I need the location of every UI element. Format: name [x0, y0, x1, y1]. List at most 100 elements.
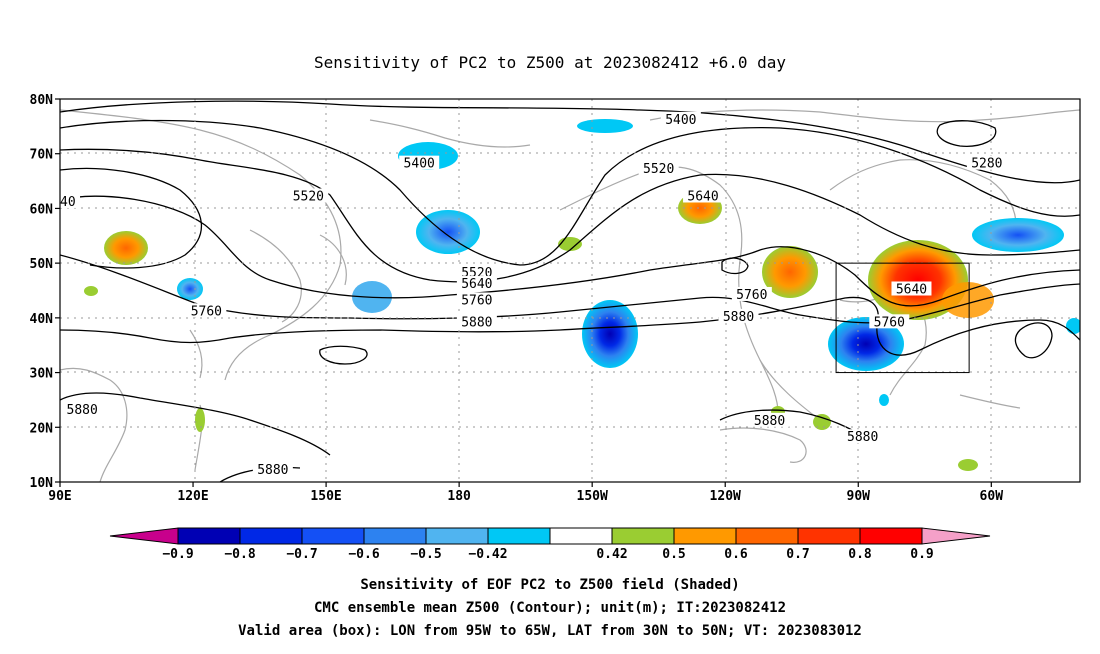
- colorbar-label: 0.9: [910, 547, 933, 562]
- shade-positive-small2: [84, 286, 98, 296]
- contour-label: 5760: [736, 288, 767, 303]
- shade-positive-small4: [958, 459, 978, 471]
- lat-tick-label: 50N: [30, 257, 54, 272]
- shade-negative-southeast: [828, 317, 904, 371]
- contour-label-bg: [456, 276, 497, 291]
- colorbar-label: −0.5: [410, 547, 441, 562]
- footer-line-3: Valid area (box): LON from 95W to 65W, L…: [238, 623, 862, 639]
- colorbar-swatch: [797, 527, 861, 545]
- lon-tick-label: 150E: [310, 489, 341, 504]
- contour-label: 5640: [687, 189, 718, 204]
- colorbar-swatch: [239, 527, 303, 545]
- contour-label-bg: [683, 188, 724, 203]
- contour-label: 5880: [723, 310, 754, 325]
- contour-label: 5760: [874, 315, 905, 330]
- colorbar-swatch: [859, 527, 923, 545]
- contour-label: 5880: [847, 430, 878, 445]
- contour-label: 5880: [67, 403, 98, 418]
- lat-tick-label: 60N: [30, 202, 54, 217]
- colorbar-swatch: [673, 527, 737, 545]
- lon-tick-label: 60W: [980, 489, 1004, 504]
- contour-label-bg: [749, 412, 790, 427]
- contour-label: 5280: [971, 157, 1002, 172]
- lat-tick-label: 40N: [30, 312, 54, 327]
- contour-label: 5640: [461, 277, 492, 292]
- lon-tick-label: 120E: [177, 489, 208, 504]
- contour-label-bg: [842, 429, 883, 444]
- contour-label-bg: [288, 188, 329, 203]
- lat-tick-label: 80N: [30, 93, 54, 108]
- sensitivity-shading: [84, 119, 1080, 471]
- colorbar-swatch: [611, 527, 675, 545]
- shade-positive-east: [942, 282, 994, 318]
- z500-contours: [60, 100, 1080, 482]
- lon-tick-label: 180: [447, 489, 471, 504]
- shade-positive-small1: [558, 237, 582, 251]
- contour-label-bg: [60, 193, 80, 208]
- shade-negative-dateline: [416, 210, 480, 254]
- contour-label: 5880: [461, 315, 492, 330]
- lon-tick-label: 120W: [710, 489, 741, 504]
- colorbar-swatch: [301, 527, 365, 545]
- colorbar-swatch: [177, 527, 241, 545]
- contour-label-bg: [62, 401, 103, 416]
- colorbar-label: 0.6: [724, 547, 748, 562]
- colorbar-label: 0.8: [848, 547, 872, 562]
- contour-label: 5520: [293, 189, 324, 204]
- contour-label-bg: [869, 314, 910, 329]
- contour-label: 5880: [754, 414, 785, 429]
- lat-tick-label: 30N: [30, 367, 54, 382]
- colorbar-label: −0.8: [224, 547, 255, 562]
- colorbar-label: 0.7: [786, 547, 809, 562]
- contour-label: 5400: [665, 113, 696, 128]
- colorbar-label: −0.7: [286, 547, 317, 562]
- chart-title: Sensitivity of PC2 to Z500 at 2023082412…: [314, 53, 786, 72]
- colorbar-swatch: [487, 527, 551, 545]
- lon-tick-label: 90E: [48, 489, 71, 504]
- contour-label-bg: [456, 314, 497, 329]
- shade-negative-japan: [177, 278, 203, 300]
- contour-label-bg: [638, 161, 679, 176]
- shade-negative-atlantic: [972, 218, 1064, 252]
- colorbar-label: 0.42: [596, 547, 627, 562]
- shade-positive-small3: [813, 414, 831, 430]
- shade-negative-small: [879, 394, 889, 406]
- contour-label-bg: [731, 286, 772, 301]
- contour-label-bg: [718, 308, 759, 323]
- contour-label: 5760: [461, 293, 492, 308]
- contour-label: 5640: [44, 195, 75, 210]
- valid-area-box: [835, 262, 970, 374]
- contour-label-bg: [399, 155, 440, 170]
- lon-tick-label: 90W: [847, 489, 871, 504]
- contour-label-bg: [456, 265, 497, 280]
- colorbar: −0.9 −0.8 −0.7 −0.6 −0.5 −0.42 0.42 0.5 0.6 0.7 0.…: [109, 527, 991, 562]
- contour-label: 5520: [643, 162, 674, 177]
- shade-negative-pacific: [582, 300, 638, 368]
- contour-label: 5640: [896, 283, 927, 298]
- contour-label-bg: [252, 462, 293, 477]
- lat-tick-label: 10N: [30, 476, 54, 491]
- contour-label: 5760: [191, 304, 222, 319]
- longitude-axis: 90E 120E 150E 180 150W 120W 90W 60W: [48, 482, 1003, 504]
- footer-line-2: CMC ensemble mean Z500 (Contour); unit(m…: [314, 600, 786, 616]
- latitude-axis: 80N 70N 60N 50N 40N 30N 20N 10N: [30, 93, 60, 491]
- contour-label: 5880: [257, 463, 288, 478]
- colorbar-label: −0.42: [468, 547, 507, 562]
- colorbar-low-extend: [109, 527, 179, 545]
- colorbar-label: 0.5: [662, 547, 685, 562]
- colorbar-label: −0.9: [162, 547, 193, 562]
- contour-label: 5400: [404, 157, 435, 172]
- colorbar-swatch: [549, 527, 613, 545]
- lat-tick-label: 70N: [30, 148, 54, 163]
- colorbar-swatch: [735, 527, 799, 545]
- colorbar-swatch: [425, 527, 489, 545]
- shade-positive-small6: [195, 408, 205, 432]
- contour-label-bg: [966, 155, 1007, 170]
- footer-line-1: Sensitivity of EOF PC2 to Z500 field (Sh…: [360, 577, 739, 593]
- colorbar-high-extend: [921, 527, 991, 545]
- shade-negative-arctic: [577, 119, 633, 133]
